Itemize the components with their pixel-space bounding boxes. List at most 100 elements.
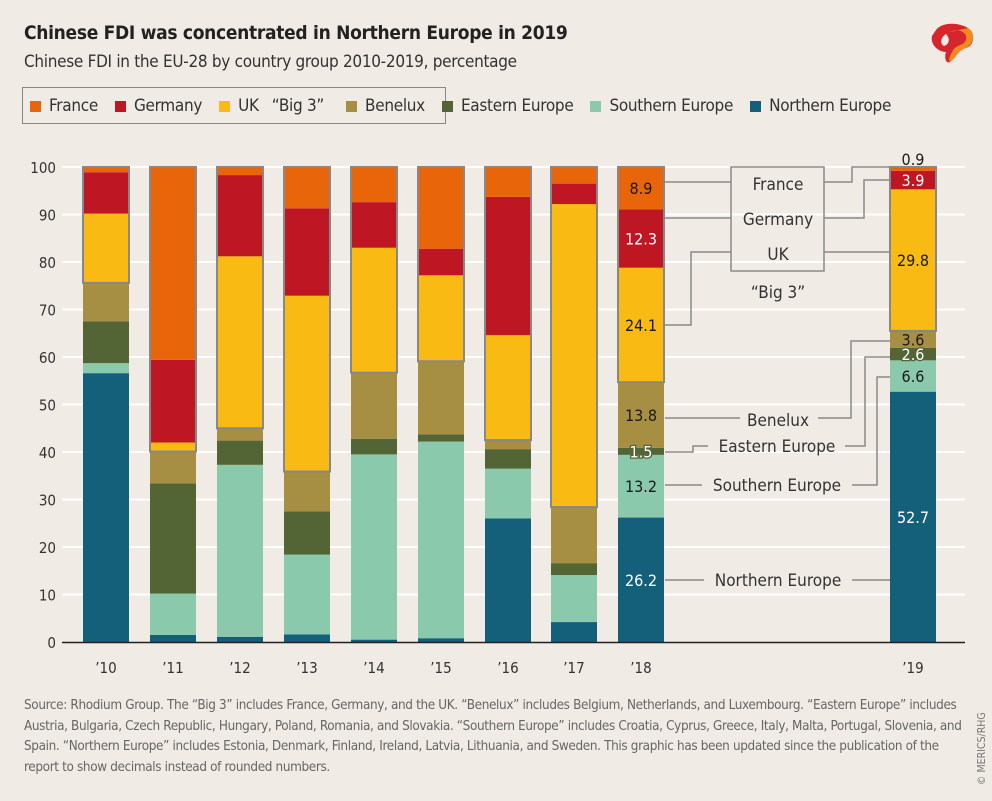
- bar-segment-benelux: [551, 507, 597, 564]
- bar-segment-germany: [485, 196, 531, 336]
- bar-segment-benelux: [217, 428, 263, 441]
- legend-item-france: France: [30, 96, 98, 116]
- bar-segment-france: [351, 167, 397, 203]
- legend-swatch: [219, 100, 231, 112]
- bar-segment-uk: [418, 275, 464, 362]
- bar-segment-france: [618, 167, 664, 210]
- bar-segment-northern-europe: [485, 518, 531, 642]
- chart-title: Chinese FDI was concentrated in Northern…: [24, 22, 568, 44]
- annotation-benelux: Benelux: [747, 411, 809, 431]
- annotation-eastern-europe: Eastern Europe: [719, 437, 836, 457]
- x-tick-label: ’17: [563, 659, 584, 677]
- bar-segment-france: [150, 167, 196, 360]
- legend-item-southern-europe: Southern Europe: [590, 96, 733, 116]
- y-tick-label: 50: [39, 397, 56, 415]
- chart-subtitle: Chinese FDI in the EU-28 by country grou…: [24, 52, 517, 72]
- merics-logo: [931, 23, 974, 63]
- legend-label: UK: [238, 96, 259, 116]
- bar-segment-northern-europe: [418, 638, 464, 642]
- bar-segment-france: [217, 167, 263, 176]
- bar-segment-benelux: [485, 440, 531, 450]
- legend-swatch: [590, 100, 602, 112]
- bar-segment-benelux: [83, 282, 129, 322]
- bar-segment-eastern-europe: [551, 563, 597, 576]
- y-tick-label: 60: [39, 349, 56, 367]
- big3-outline: [617, 166, 665, 384]
- bar-segment-france: [284, 167, 330, 209]
- bar-segment-benelux: [618, 382, 664, 448]
- bar-segment-southern-europe: [890, 360, 936, 392]
- legend-label: Germany: [133, 96, 203, 116]
- bar-segment-uk: [217, 256, 263, 429]
- bar-stack: [617, 166, 665, 642]
- bar-segment-eastern-europe: [485, 449, 531, 469]
- bar-segment-eastern-europe: [890, 347, 936, 361]
- big3-outline: [889, 166, 937, 332]
- bar-segment-eastern-europe: [418, 434, 464, 442]
- data-label: 2.6: [902, 345, 925, 364]
- bar-segment-benelux: [890, 330, 936, 348]
- legend-item-uk: UK: [219, 96, 259, 116]
- legend-item-northern-europe: Northern Europe: [750, 96, 891, 116]
- annotation-southern-europe: Southern Europe: [713, 476, 841, 496]
- legend-item-benelux: Benelux: [346, 96, 425, 116]
- y-tick-label: 10: [39, 587, 56, 605]
- legend-label: Eastern Europe: [460, 96, 574, 116]
- legend-swatch: [114, 100, 126, 112]
- data-label: 13.2: [625, 477, 657, 496]
- bar-segment-uk: [485, 335, 531, 441]
- legend-label: Northern Europe: [769, 96, 892, 116]
- bar-segment-southern-europe: [418, 441, 464, 639]
- bar-segment-uk: [890, 189, 936, 331]
- y-axis-ticks: 0 10 20 30 40 50 60 70 80 90 100: [30, 159, 56, 652]
- source-note: Source: Rhodium Group. The “Big 3” inclu…: [24, 698, 962, 775]
- annotation-france: France: [753, 175, 804, 195]
- legend-item-eastern-europe: Eastern Europe: [441, 96, 574, 116]
- bar-segment-northern-europe: [351, 639, 397, 642]
- copyright: © MERICS/RHG: [976, 712, 988, 785]
- big3-outline: [417, 166, 465, 363]
- data-label: 29.8: [897, 251, 929, 270]
- bar-segment-eastern-europe: [217, 440, 263, 465]
- y-tick-label: 90: [39, 207, 56, 225]
- legend-swatch: [30, 100, 41, 112]
- data-label: 1.5: [630, 442, 653, 461]
- bar-stack: [417, 166, 465, 642]
- legend-label: Benelux: [365, 96, 425, 116]
- data-label: 13.8: [625, 406, 657, 425]
- bar-segment-southern-europe: [217, 464, 263, 637]
- bar-segment-northern-europe: [890, 391, 936, 642]
- bar-segment-eastern-europe: [284, 511, 330, 555]
- data-label: 3.9: [902, 171, 925, 190]
- bar-segment-germany: [217, 175, 263, 257]
- annotation-uk: UK: [767, 245, 789, 265]
- annotation-germany: Germany: [743, 210, 813, 230]
- data-label: 0.9: [902, 150, 925, 169]
- bar-segment-benelux: [150, 451, 196, 484]
- bar-segment-germany: [150, 359, 196, 443]
- y-tick-label: 30: [39, 492, 56, 510]
- bars: [82, 166, 937, 642]
- legend-swatch: [346, 100, 358, 112]
- bar-segment-uk: [551, 204, 597, 508]
- bar-segment-uk: [83, 213, 129, 283]
- bar-segment-southern-europe: [618, 454, 664, 518]
- bar-segment-uk: [150, 442, 196, 452]
- bar-stack: [283, 166, 331, 642]
- x-tick-label: ’11: [162, 659, 183, 677]
- bar-segment-germany: [284, 208, 330, 296]
- bar-segment-uk: [618, 267, 664, 383]
- x-axis-ticks: ’10 ’11 ’12 ’13 ’14 ’15 ’16 ’17 ’18 ’19: [95, 659, 923, 677]
- x-tick-label: ’14: [363, 659, 384, 677]
- x-tick-label: ’13: [296, 659, 317, 677]
- x-tick-label: ’10: [95, 659, 116, 677]
- bar-segment-benelux: [284, 471, 330, 512]
- x-tick-label: ’18: [630, 659, 651, 677]
- y-tick-label: 0: [47, 634, 56, 652]
- bar-segment-germany: [890, 170, 936, 190]
- big3-annotation-box: [730, 166, 825, 272]
- bar-segment-northern-europe: [284, 634, 330, 642]
- bar-segment-germany: [551, 183, 597, 205]
- legend-item-germany: Germany: [114, 96, 203, 116]
- bar-segment-germany: [351, 202, 397, 248]
